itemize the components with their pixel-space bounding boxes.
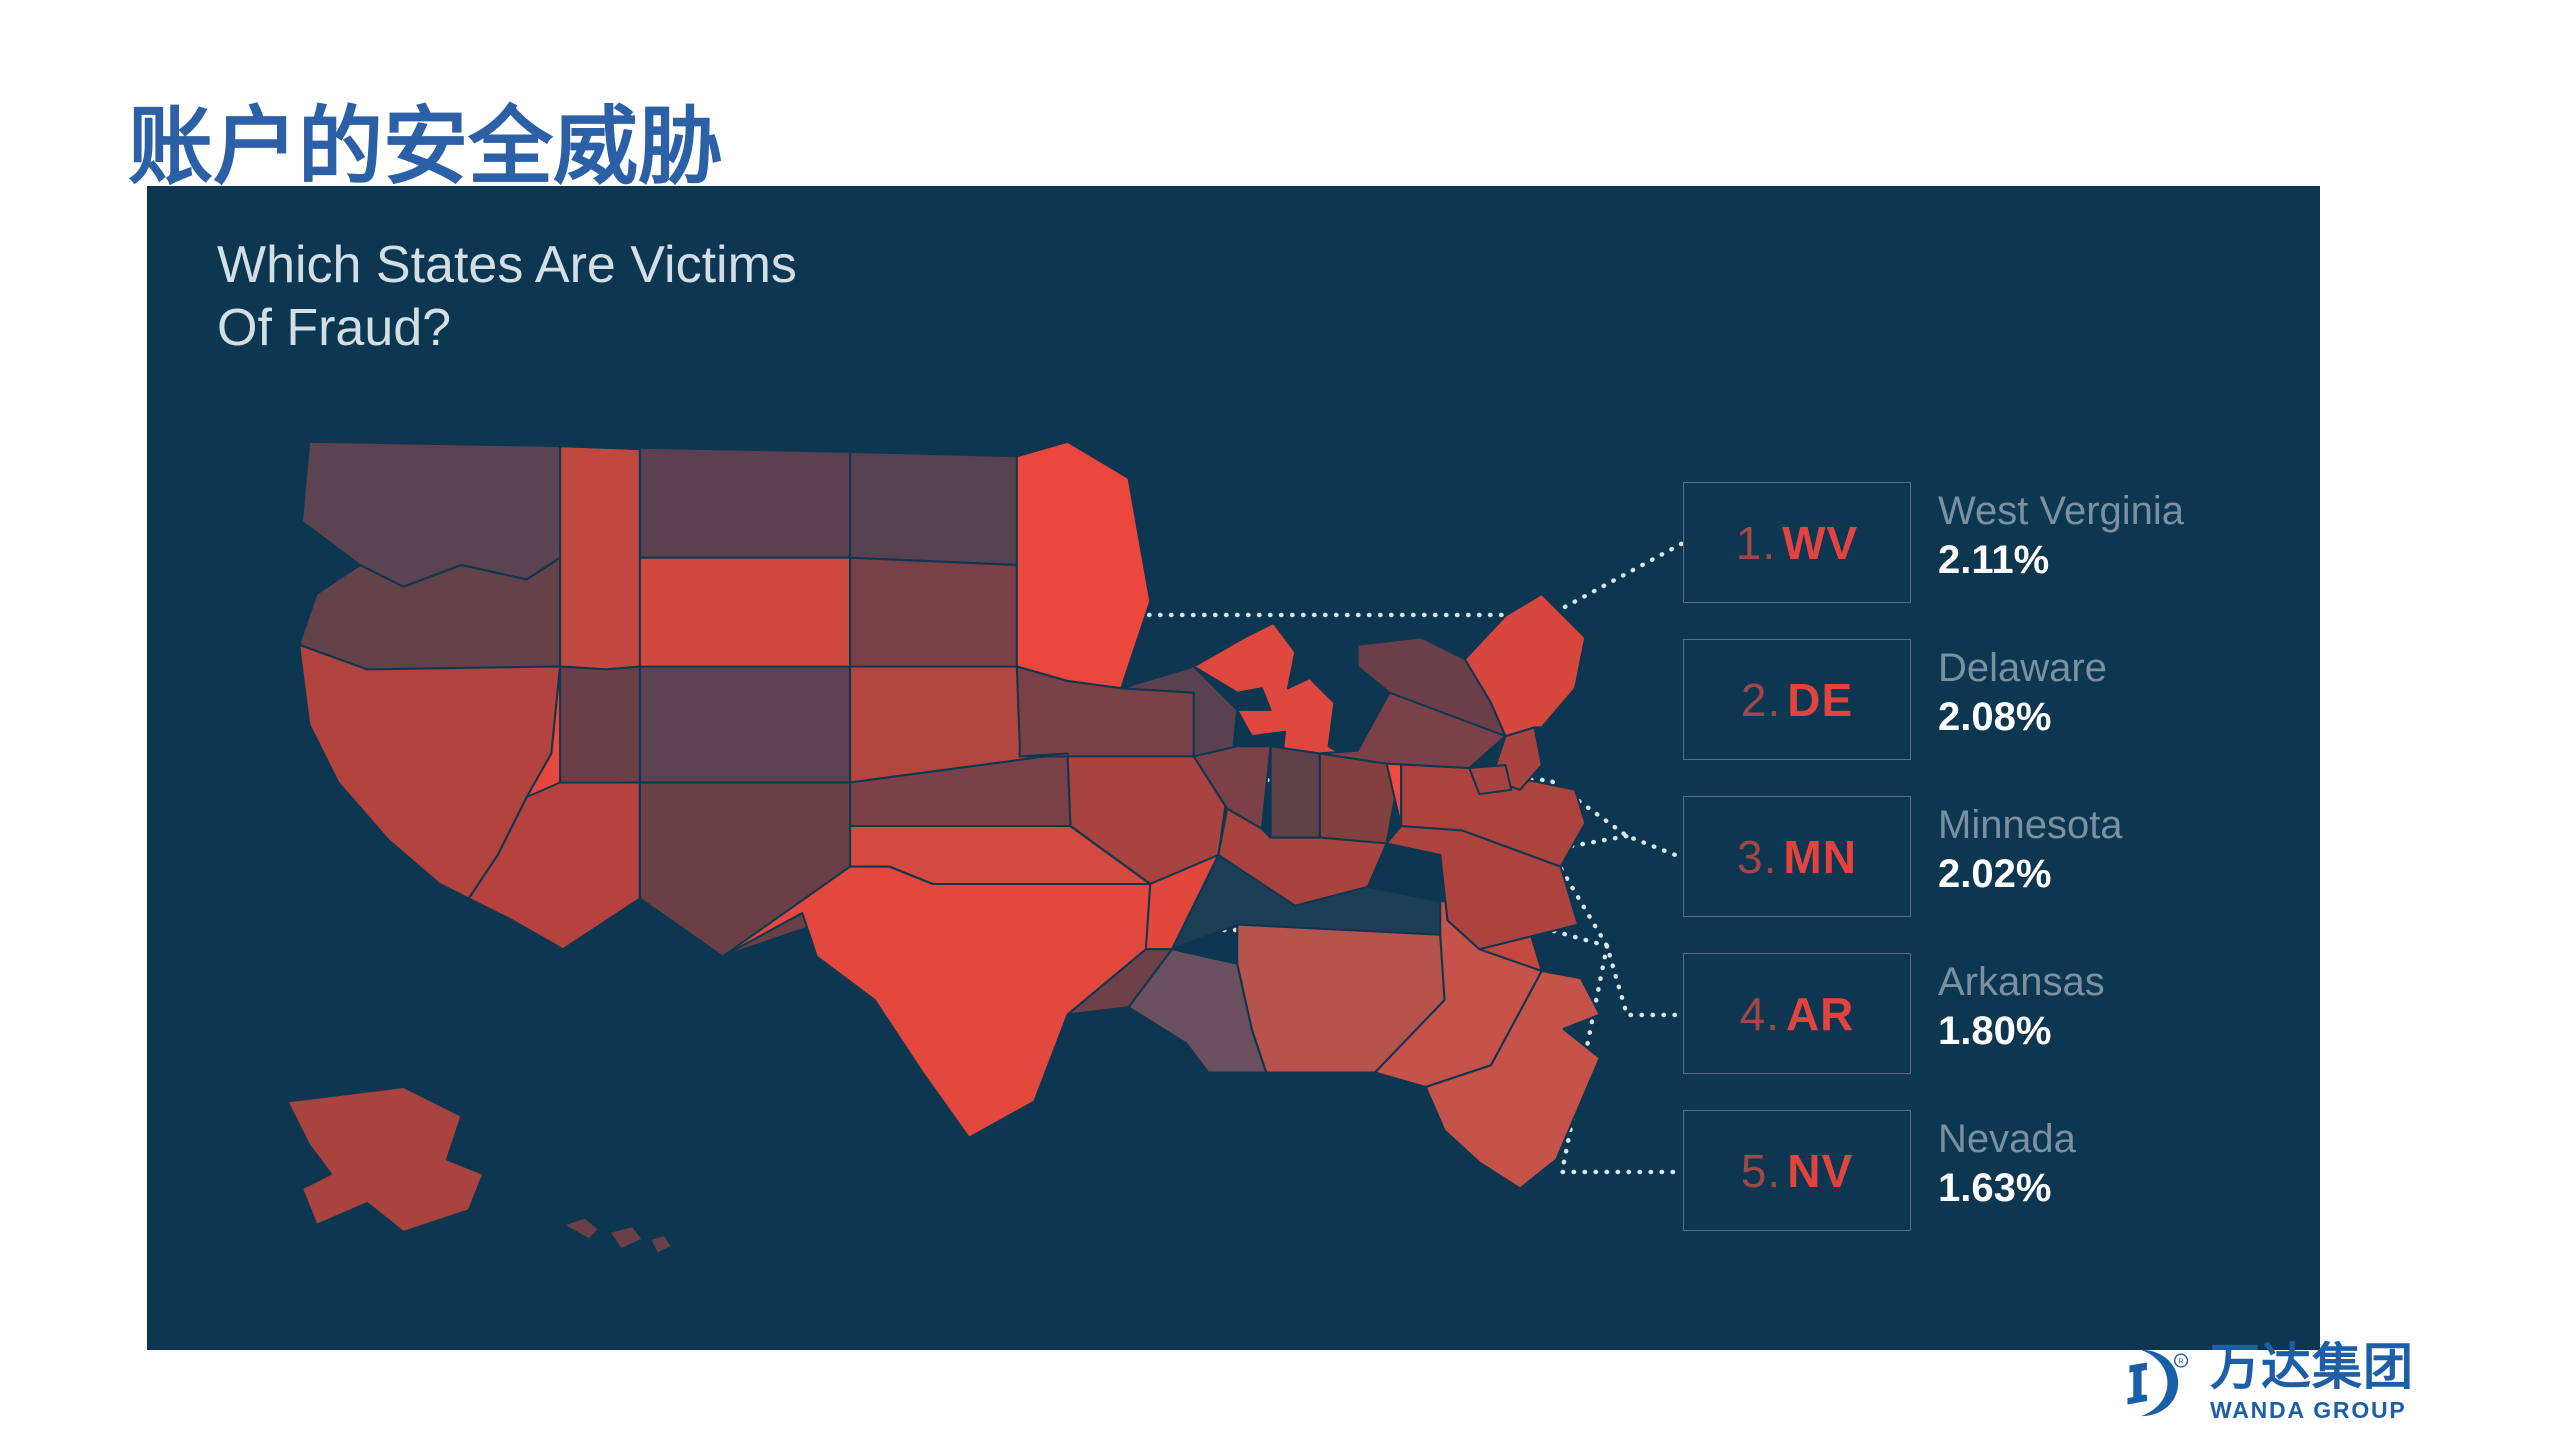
svg-text:R: R bbox=[2178, 1356, 2183, 1365]
